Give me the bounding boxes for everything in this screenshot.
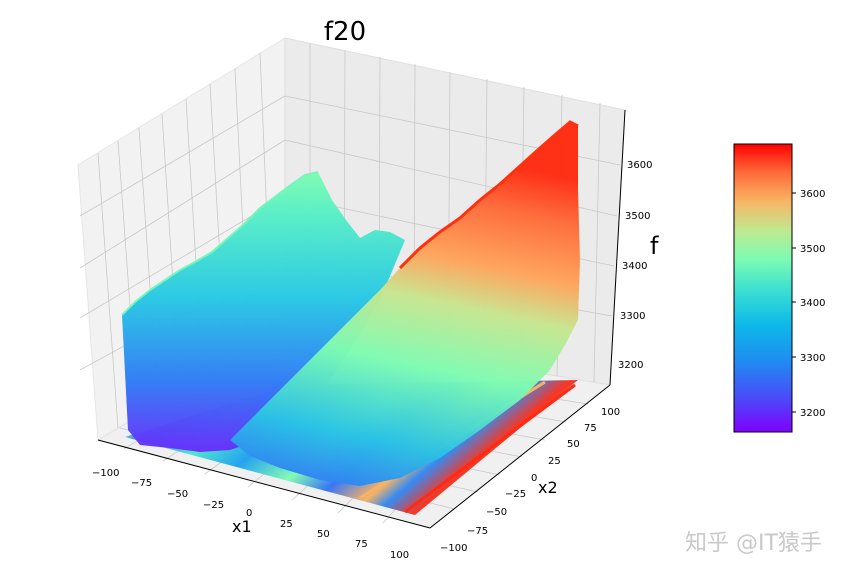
svg-text:−100: −100 (440, 543, 467, 554)
svg-text:3600: 3600 (800, 189, 825, 200)
x2-axis-label: x2 (538, 478, 558, 497)
svg-text:3400: 3400 (800, 298, 825, 309)
svg-text:25: 25 (548, 456, 561, 467)
svg-text:3500: 3500 (800, 244, 825, 255)
svg-text:75: 75 (355, 539, 368, 550)
surface-right-ridge (230, 120, 580, 486)
svg-text:3500: 3500 (625, 211, 650, 222)
svg-text:−25: −25 (203, 500, 224, 511)
svg-text:50: 50 (567, 439, 580, 450)
svg-text:−50: −50 (167, 489, 188, 500)
svg-text:0: 0 (246, 508, 252, 519)
svg-text:−75: −75 (467, 526, 488, 537)
axis-lines (97, 109, 626, 529)
surface-left-ridge (121, 171, 405, 452)
f-axis-ticks: 3200 3300 3400 3500 3600 (618, 160, 652, 371)
x1-axis-ticks: −100 −75 −50 −25 0 25 50 75 100 (92, 468, 409, 561)
svg-text:100: 100 (390, 550, 409, 561)
svg-text:50: 50 (317, 529, 330, 540)
svg-text:3600: 3600 (627, 160, 652, 171)
svg-text:25: 25 (280, 519, 293, 530)
svg-text:100: 100 (601, 407, 620, 418)
svg-text:3300: 3300 (800, 353, 825, 364)
svg-text:3200: 3200 (800, 408, 825, 419)
chart-title: f20 (324, 17, 366, 47)
svg-text:−50: −50 (486, 507, 507, 518)
watermark: 知乎 @IT猿手 (685, 531, 822, 556)
svg-text:−25: −25 (505, 489, 526, 500)
f-axis-label: f (650, 232, 659, 260)
svg-text:−100: −100 (92, 468, 119, 479)
svg-text:3200: 3200 (618, 360, 643, 371)
svg-text:−75: −75 (131, 478, 152, 489)
x2-axis-ticks: −100 −75 −50 −25 0 25 50 75 100 (440, 407, 620, 554)
svg-text:75: 75 (584, 423, 597, 434)
svg-text:3300: 3300 (620, 311, 645, 322)
svg-text:3400: 3400 (622, 261, 647, 272)
colorbar: 3200 3300 3400 3500 3600 (733, 143, 825, 433)
svg-text:0: 0 (531, 473, 537, 484)
x1-axis-label: x1 (232, 517, 252, 536)
